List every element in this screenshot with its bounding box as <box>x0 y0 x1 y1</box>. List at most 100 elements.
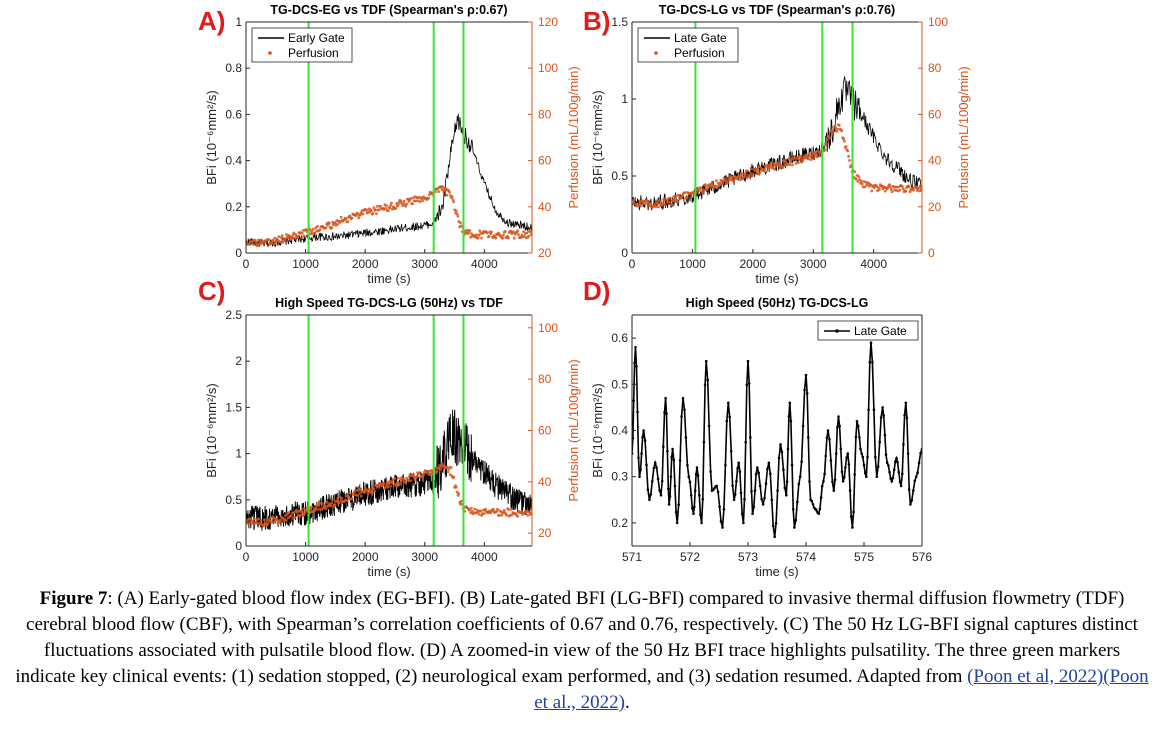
data-point <box>632 436 635 440</box>
data-point <box>693 505 696 509</box>
data-point <box>896 461 899 464</box>
data-point <box>668 495 672 498</box>
data-point <box>898 480 902 484</box>
perfusion-point <box>371 212 375 215</box>
series-line-late-gate <box>632 342 922 537</box>
perfusion-point <box>437 190 440 194</box>
perfusion-point <box>791 163 794 167</box>
perfusion-point <box>413 478 417 482</box>
data-point <box>703 383 707 387</box>
perfusion-point <box>516 229 520 233</box>
data-point <box>709 470 712 473</box>
data-point <box>693 489 697 492</box>
data-point <box>786 447 790 451</box>
perfusion-point <box>350 497 354 501</box>
perfusion-point <box>772 162 775 165</box>
perfusion-point <box>883 189 887 193</box>
perfusion-point <box>639 204 642 208</box>
perfusion-point <box>780 165 784 169</box>
x-tick-label: 1000 <box>679 257 706 271</box>
data-point <box>653 461 657 465</box>
x-tick-label: 4000 <box>471 550 498 564</box>
x-tick-label: 0 <box>243 550 250 564</box>
perfusion-point <box>486 231 489 235</box>
data-point <box>740 512 744 516</box>
data-point <box>774 521 778 525</box>
perfusion-point <box>329 504 333 508</box>
x-tick-label: 572 <box>680 550 700 564</box>
perfusion-point <box>856 180 860 183</box>
data-point <box>687 475 691 479</box>
perfusion-point <box>632 202 635 206</box>
perfusion-point <box>277 235 281 239</box>
perfusion-point <box>726 181 729 185</box>
perfusion-point <box>762 169 766 173</box>
data-point <box>785 480 789 483</box>
perfusion-point <box>755 167 758 171</box>
data-point <box>663 411 666 414</box>
data-point <box>715 484 718 488</box>
data-point <box>844 466 847 469</box>
data-point <box>648 498 651 502</box>
perfusion-point <box>738 175 741 179</box>
data-point <box>747 382 751 385</box>
legend: Late Gate <box>817 320 919 341</box>
perfusion-point <box>313 509 317 512</box>
perfusion-point <box>721 182 724 186</box>
perfusion-point <box>438 467 442 471</box>
perfusion-point <box>878 188 881 192</box>
data-point <box>858 436 861 439</box>
caption-reference-link-1[interactable]: (Poon et al, 2022) <box>967 666 1104 687</box>
data-point <box>731 484 734 487</box>
perfusion-point <box>490 230 493 234</box>
data-point <box>841 480 845 483</box>
perfusion-point <box>280 234 284 238</box>
perfusion-point <box>456 214 460 218</box>
data-point <box>897 470 901 474</box>
data-point <box>721 526 724 529</box>
perfusion-point <box>294 233 297 236</box>
data-point <box>634 346 637 349</box>
perfusion-point <box>500 513 504 517</box>
perfusion-point <box>889 185 892 189</box>
perfusion-point <box>333 221 337 225</box>
perfusion-point <box>418 200 422 204</box>
data-point <box>798 475 802 479</box>
data-point <box>660 479 664 483</box>
data-point <box>779 443 782 446</box>
perfusion-point <box>301 514 305 517</box>
perfusion-point <box>393 477 397 481</box>
perfusion-point <box>409 479 413 482</box>
panel-letter: A) <box>198 6 225 36</box>
data-point <box>791 508 795 511</box>
data-point <box>794 518 798 522</box>
perfusion-point <box>321 502 324 505</box>
legend-swatch-perfusion <box>268 51 272 55</box>
perfusion-point <box>823 148 827 152</box>
data-point <box>632 399 635 402</box>
perfusion-point <box>491 507 495 511</box>
data-point <box>780 450 784 454</box>
perfusion-point <box>784 160 787 163</box>
perfusion-point <box>758 171 762 175</box>
perfusion-point <box>872 186 876 190</box>
y-axis-label: BFi (10⁻⁶mm²/s) <box>590 383 605 478</box>
perfusion-point <box>863 185 867 189</box>
data-point <box>728 415 731 419</box>
caption-reference-link-2[interactable]: (Poon et al., 2022) <box>534 666 1149 713</box>
data-point <box>719 520 723 523</box>
perfusion-point <box>668 200 671 204</box>
perfusion-point <box>396 203 400 207</box>
perfusion-point <box>391 207 394 211</box>
y2-tick-label: 40 <box>928 154 942 168</box>
perfusion-point <box>316 508 319 511</box>
perfusion-point <box>698 188 701 192</box>
data-point <box>724 463 727 467</box>
perfusion-point <box>904 189 908 193</box>
perfusion-point <box>673 198 676 202</box>
data-point <box>811 503 815 506</box>
perfusion-point <box>347 495 350 499</box>
data-point <box>666 450 669 453</box>
perfusion-point <box>831 130 835 134</box>
perfusion-point <box>796 161 800 165</box>
